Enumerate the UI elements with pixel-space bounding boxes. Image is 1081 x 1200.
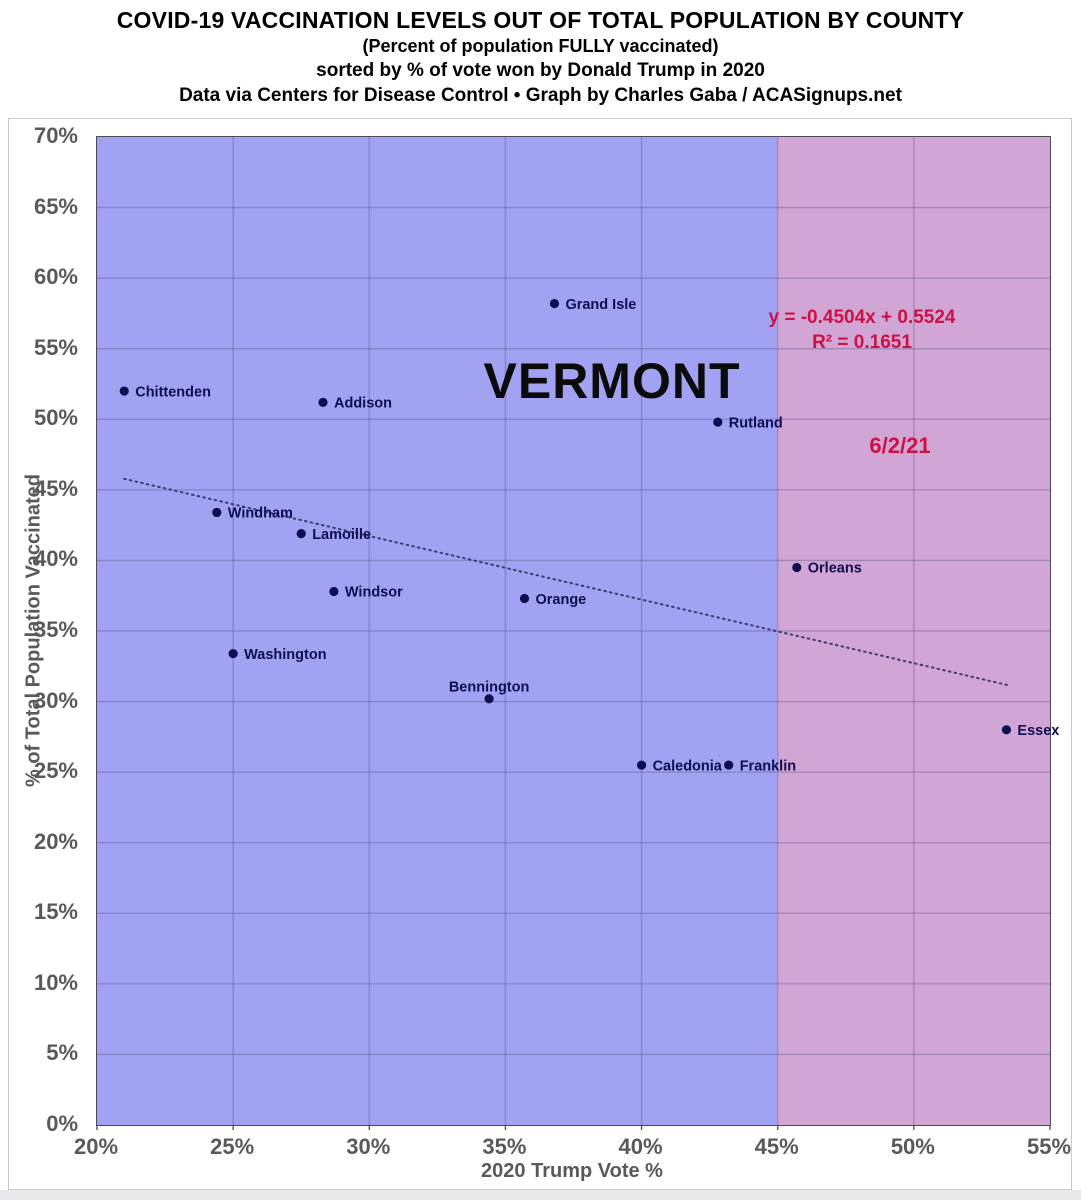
- date-label: 6/2/21: [869, 433, 931, 458]
- data-point-windsor: [329, 586, 339, 597]
- y-tick-label: 30%: [33, 687, 78, 713]
- trendline-equation: y = -0.4504x + 0.5524: [768, 307, 956, 328]
- x-tick-label: 25%: [210, 1134, 255, 1159]
- y-tick-label: 5%: [46, 1040, 78, 1066]
- y-tick-label: 10%: [33, 969, 78, 995]
- county-label: Addison: [334, 396, 392, 412]
- county-label: Franklin: [740, 758, 796, 774]
- chart-source-credit: Data via Centers for Disease Control • G…: [179, 85, 902, 106]
- data-point-windham: [212, 507, 222, 518]
- chart-subtitle-fully-vaccinated: (Percent of population FULLY vaccinated): [362, 36, 719, 56]
- data-point-lamoille: [296, 529, 306, 539]
- y-tick-label: 55%: [33, 334, 78, 360]
- y-tick-label: 15%: [33, 899, 78, 925]
- data-point-washington: [228, 648, 238, 659]
- bottom-strip: [0, 1190, 1081, 1200]
- county-label: Windsor: [345, 585, 403, 601]
- county-label: Essex: [1017, 723, 1059, 739]
- county-label: Bennington: [449, 680, 530, 696]
- y-tick-label: 50%: [33, 405, 78, 431]
- data-point-franklin: [724, 760, 734, 770]
- chart-header: COVID-19 VACCINATION LEVELS OUT OF TOTAL…: [0, 6, 1081, 108]
- data-point-chittenden: [119, 386, 129, 396]
- trendline-r-squared: R² = 0.1651: [812, 332, 912, 353]
- lower-trump-vote-region: [97, 137, 778, 1125]
- county-label: Rutland: [729, 415, 783, 431]
- county-label: Lamoille: [312, 527, 371, 543]
- county-label: Chittenden: [135, 384, 211, 400]
- county-label: Windham: [228, 506, 293, 522]
- trendline: [123, 477, 1011, 687]
- data-point-bennington: [484, 694, 494, 704]
- y-tick-label: 20%: [33, 828, 78, 854]
- x-tick-label: 40%: [618, 1134, 663, 1159]
- x-tick-label: 45%: [754, 1134, 799, 1159]
- data-point-essex: [1001, 725, 1012, 735]
- y-tick-label: 65%: [33, 193, 78, 219]
- data-point-orleans: [792, 562, 802, 573]
- data-point-orange: [519, 593, 530, 604]
- y-tick-label: 70%: [33, 123, 78, 148]
- county-label: Orange: [535, 592, 586, 608]
- data-point-addison: [318, 397, 328, 407]
- y-tick-label: 60%: [33, 264, 78, 290]
- x-tick-label: 30%: [346, 1134, 391, 1159]
- x-tick-label: 55%: [1026, 1134, 1072, 1159]
- trendline-equation-block: y = -0.4504x + 0.5524 R² = 0.1651: [769, 305, 956, 355]
- data-point-rutland: [713, 417, 723, 427]
- y-tick-label: 0%: [46, 1111, 78, 1136]
- y-tick-label: 45%: [33, 475, 78, 501]
- plot-area: Chittenden Addison Grand Isle Rutland Windha…: [96, 136, 1059, 1130]
- x-axis-title: 2020 Trump Vote %: [481, 1160, 663, 1182]
- data-point-caledonia: [636, 760, 647, 770]
- higher-trump-vote-region: [777, 137, 1050, 1125]
- county-label: Washington: [244, 647, 326, 663]
- y-tick-label: 35%: [33, 617, 78, 642]
- x-tick-label: 20%: [73, 1134, 119, 1159]
- x-tick-label: 50%: [890, 1134, 935, 1159]
- scatter-plot-svg: Chittenden Addison Grand Isle Rutland Windha…: [96, 137, 1059, 1130]
- data-point-grand-isle: [549, 298, 560, 309]
- chart-title: COVID-19 VACCINATION LEVELS OUT OF TOTAL…: [116, 7, 965, 33]
- x-tick-label: 35%: [482, 1134, 527, 1159]
- y-tick-label: 25%: [33, 758, 78, 784]
- chart-subtitle-sorted-by: sorted by % of vote won by Donald Trump …: [316, 60, 765, 81]
- county-label: Grand Isle: [565, 297, 636, 313]
- county-label: Caledonia: [653, 758, 723, 774]
- y-tick-label: 40%: [33, 546, 78, 572]
- county-label: Orleans: [808, 561, 862, 577]
- state-label: VERMONT: [483, 353, 741, 409]
